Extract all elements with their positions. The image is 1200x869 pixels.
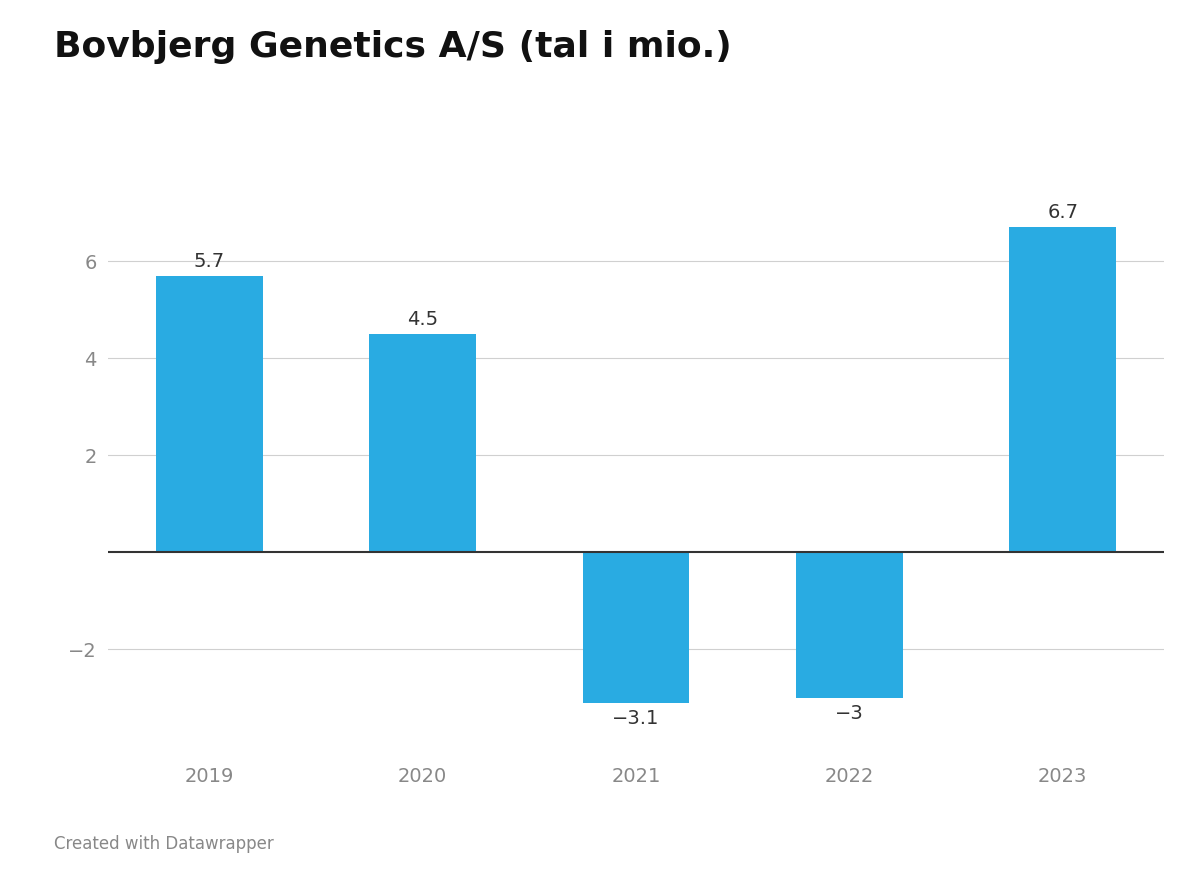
- Bar: [156, 275, 263, 553]
- Bar: [583, 553, 689, 703]
- Text: 4.5: 4.5: [407, 310, 438, 329]
- Text: −3.1: −3.1: [612, 709, 660, 728]
- Text: −3: −3: [835, 704, 864, 723]
- Text: 5.7: 5.7: [193, 252, 224, 271]
- Bar: [1009, 227, 1116, 553]
- Text: 6.7: 6.7: [1048, 203, 1078, 222]
- Text: Bovbjerg Genetics A/S (tal i mio.): Bovbjerg Genetics A/S (tal i mio.): [54, 30, 732, 64]
- Bar: [796, 553, 902, 698]
- Text: Created with Datawrapper: Created with Datawrapper: [54, 835, 274, 853]
- Bar: [370, 334, 476, 553]
